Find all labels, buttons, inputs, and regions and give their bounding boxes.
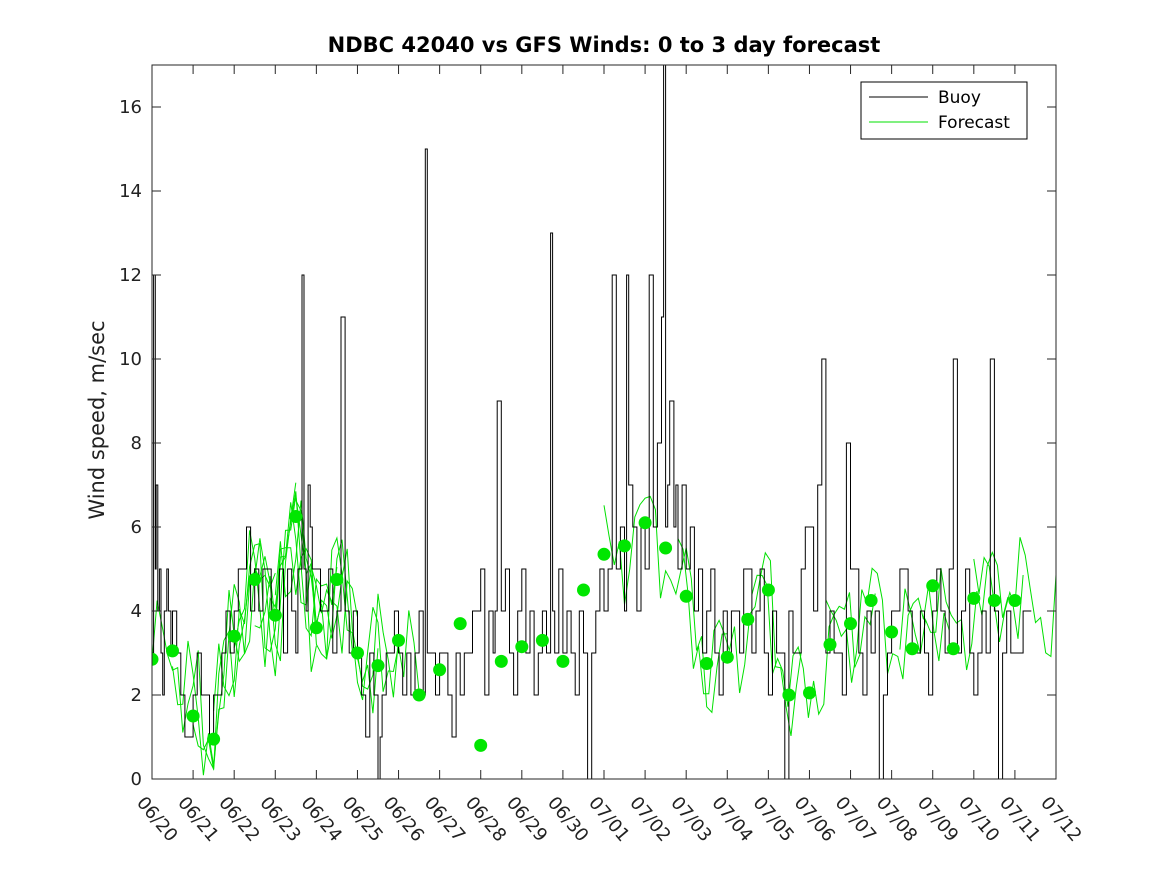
forecast-marker bbox=[1008, 594, 1022, 607]
x-tick-label: 07/09 bbox=[913, 793, 962, 846]
x-tick-label: 06/21 bbox=[173, 793, 222, 846]
x-tick-label: 06/23 bbox=[255, 793, 304, 846]
forecast-marker bbox=[515, 640, 529, 654]
forecast-line-late-0 bbox=[603, 495, 728, 714]
x-tick-label: 07/07 bbox=[831, 793, 880, 846]
y-tick-label: 0 bbox=[131, 769, 142, 790]
y-axis-label: Wind speed, m/sec bbox=[85, 320, 109, 519]
plot-area: 024681012141606/2006/2106/2206/2306/2406… bbox=[119, 64, 1086, 846]
forecast-marker bbox=[207, 732, 221, 746]
x-tick-label: 06/27 bbox=[420, 793, 469, 846]
forecast-line-late-1 bbox=[677, 538, 802, 736]
y-tick-label: 6 bbox=[131, 517, 142, 538]
y-tick-label: 8 bbox=[131, 433, 142, 454]
x-tick-label: 07/08 bbox=[872, 793, 921, 846]
forecast-marker bbox=[351, 646, 364, 660]
forecast-marker bbox=[268, 608, 282, 622]
forecast-marker bbox=[844, 617, 857, 631]
forecast-marker bbox=[946, 642, 960, 656]
axes-box bbox=[151, 64, 1057, 780]
x-tick-label: 06/28 bbox=[461, 793, 510, 846]
forecast-marker bbox=[556, 654, 570, 668]
forecast-marker bbox=[741, 612, 755, 626]
buoy-line bbox=[152, 65, 1032, 779]
x-tick-label: 06/29 bbox=[502, 793, 551, 846]
forecast-marker bbox=[659, 541, 673, 555]
x-tick-label: 06/20 bbox=[132, 793, 181, 846]
x-tick-label: 06/24 bbox=[297, 793, 346, 846]
forecast-marker bbox=[392, 633, 405, 647]
x-tick-label: 07/04 bbox=[707, 793, 756, 846]
forecast-marker bbox=[926, 579, 940, 593]
y-tick-label: 16 bbox=[119, 97, 142, 118]
forecast-marker bbox=[330, 573, 344, 586]
forecast-marker bbox=[761, 583, 775, 597]
forecast-marker bbox=[700, 657, 714, 670]
forecast-marker bbox=[309, 621, 323, 635]
forecast-marker bbox=[412, 688, 426, 702]
forecast-marker bbox=[152, 652, 159, 666]
forecast-marker bbox=[823, 638, 837, 652]
legend-buoy-label: Buoy bbox=[938, 88, 981, 108]
forecast-marker bbox=[535, 633, 549, 647]
forecast-marker bbox=[864, 594, 878, 607]
x-tick-label: 07/02 bbox=[625, 793, 674, 846]
y-tick-label: 4 bbox=[131, 601, 142, 622]
x-tick-label: 07/01 bbox=[584, 793, 633, 846]
x-tick-label: 06/26 bbox=[379, 793, 428, 846]
y-tick-label: 2 bbox=[131, 685, 142, 706]
forecast-marker bbox=[967, 591, 981, 605]
y-tick-label: 14 bbox=[119, 181, 142, 202]
forecast-marker bbox=[618, 539, 631, 553]
forecast-line-6 bbox=[274, 500, 399, 698]
forecast-marker bbox=[289, 510, 303, 523]
x-tick-label: 07/10 bbox=[954, 793, 1003, 846]
forecast-marker bbox=[453, 617, 467, 631]
y-tick-label: 12 bbox=[119, 265, 142, 286]
forecast-marker bbox=[371, 659, 385, 673]
y-tick-label: 10 bbox=[119, 349, 142, 370]
legend: Buoy Forecast bbox=[860, 81, 1028, 140]
forecast-marker bbox=[782, 688, 796, 702]
forecast-marker bbox=[905, 642, 919, 656]
forecast-marker bbox=[679, 589, 693, 603]
x-tick-label: 06/22 bbox=[214, 793, 263, 846]
forecast-marker bbox=[248, 573, 262, 586]
forecast-marker bbox=[227, 629, 241, 643]
forecast-marker bbox=[186, 709, 200, 723]
forecast-marker bbox=[987, 594, 1001, 607]
x-tick-label: 07/11 bbox=[995, 793, 1044, 846]
forecast-marker bbox=[720, 650, 734, 664]
x-tick-label: 07/06 bbox=[790, 793, 839, 846]
x-tick-label: 07/05 bbox=[749, 793, 798, 846]
x-tick-label: 06/25 bbox=[338, 793, 387, 846]
forecast-line-3 bbox=[213, 491, 338, 711]
x-tick-label: 07/12 bbox=[1036, 793, 1085, 846]
chart-title: NDBC 42040 vs GFS Winds: 0 to 3 day fore… bbox=[328, 33, 881, 57]
x-tick-label: 07/03 bbox=[666, 793, 715, 846]
legend-box bbox=[860, 81, 1028, 140]
forecast-marker bbox=[494, 654, 508, 668]
forecast-marker bbox=[885, 625, 899, 639]
forecast-marker bbox=[638, 516, 652, 530]
forecast-marker bbox=[597, 547, 611, 561]
data-layer bbox=[152, 65, 1056, 779]
forecast-marker bbox=[803, 686, 816, 700]
forecast-marker bbox=[577, 583, 590, 597]
x-tick-label: 06/30 bbox=[543, 793, 592, 846]
forecast-marker bbox=[474, 738, 488, 752]
forecast-line-4 bbox=[233, 502, 358, 668]
legend-forecast-label: Forecast bbox=[938, 113, 1010, 133]
forecast-marker bbox=[166, 644, 179, 658]
forecast-marker bbox=[433, 663, 447, 677]
